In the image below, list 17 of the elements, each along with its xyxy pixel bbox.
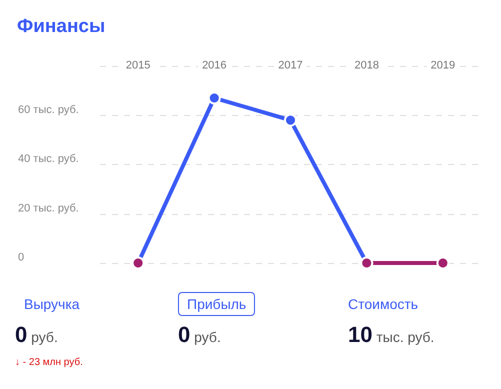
x-tick-label: 2015	[126, 60, 150, 72]
x-tick-label: 2016	[202, 60, 227, 72]
text: 10 тыс. руб.	[348, 322, 434, 347]
text: 0 руб.	[178, 322, 221, 347]
text: Стоимость	[348, 295, 418, 314]
x-tick-label: 2018	[354, 60, 379, 72]
x-tick-label: 2019	[430, 60, 456, 72]
text: Выручка	[24, 295, 80, 314]
y-tick-label: 40 тыс. руб.	[18, 153, 79, 165]
text: Прибыль	[178, 292, 256, 316]
text: 0 руб.	[15, 322, 58, 347]
x-tick-label: 2017	[278, 60, 303, 72]
chart-title: Финансы	[17, 16, 106, 37]
y-tick-label: 20 тыс. руб.	[18, 202, 79, 214]
y-tick-label: 0	[18, 252, 24, 264]
y-tick-label: 60 тыс. руб.	[18, 104, 79, 116]
text: ↓ - 23 млн руб.	[15, 357, 83, 368]
